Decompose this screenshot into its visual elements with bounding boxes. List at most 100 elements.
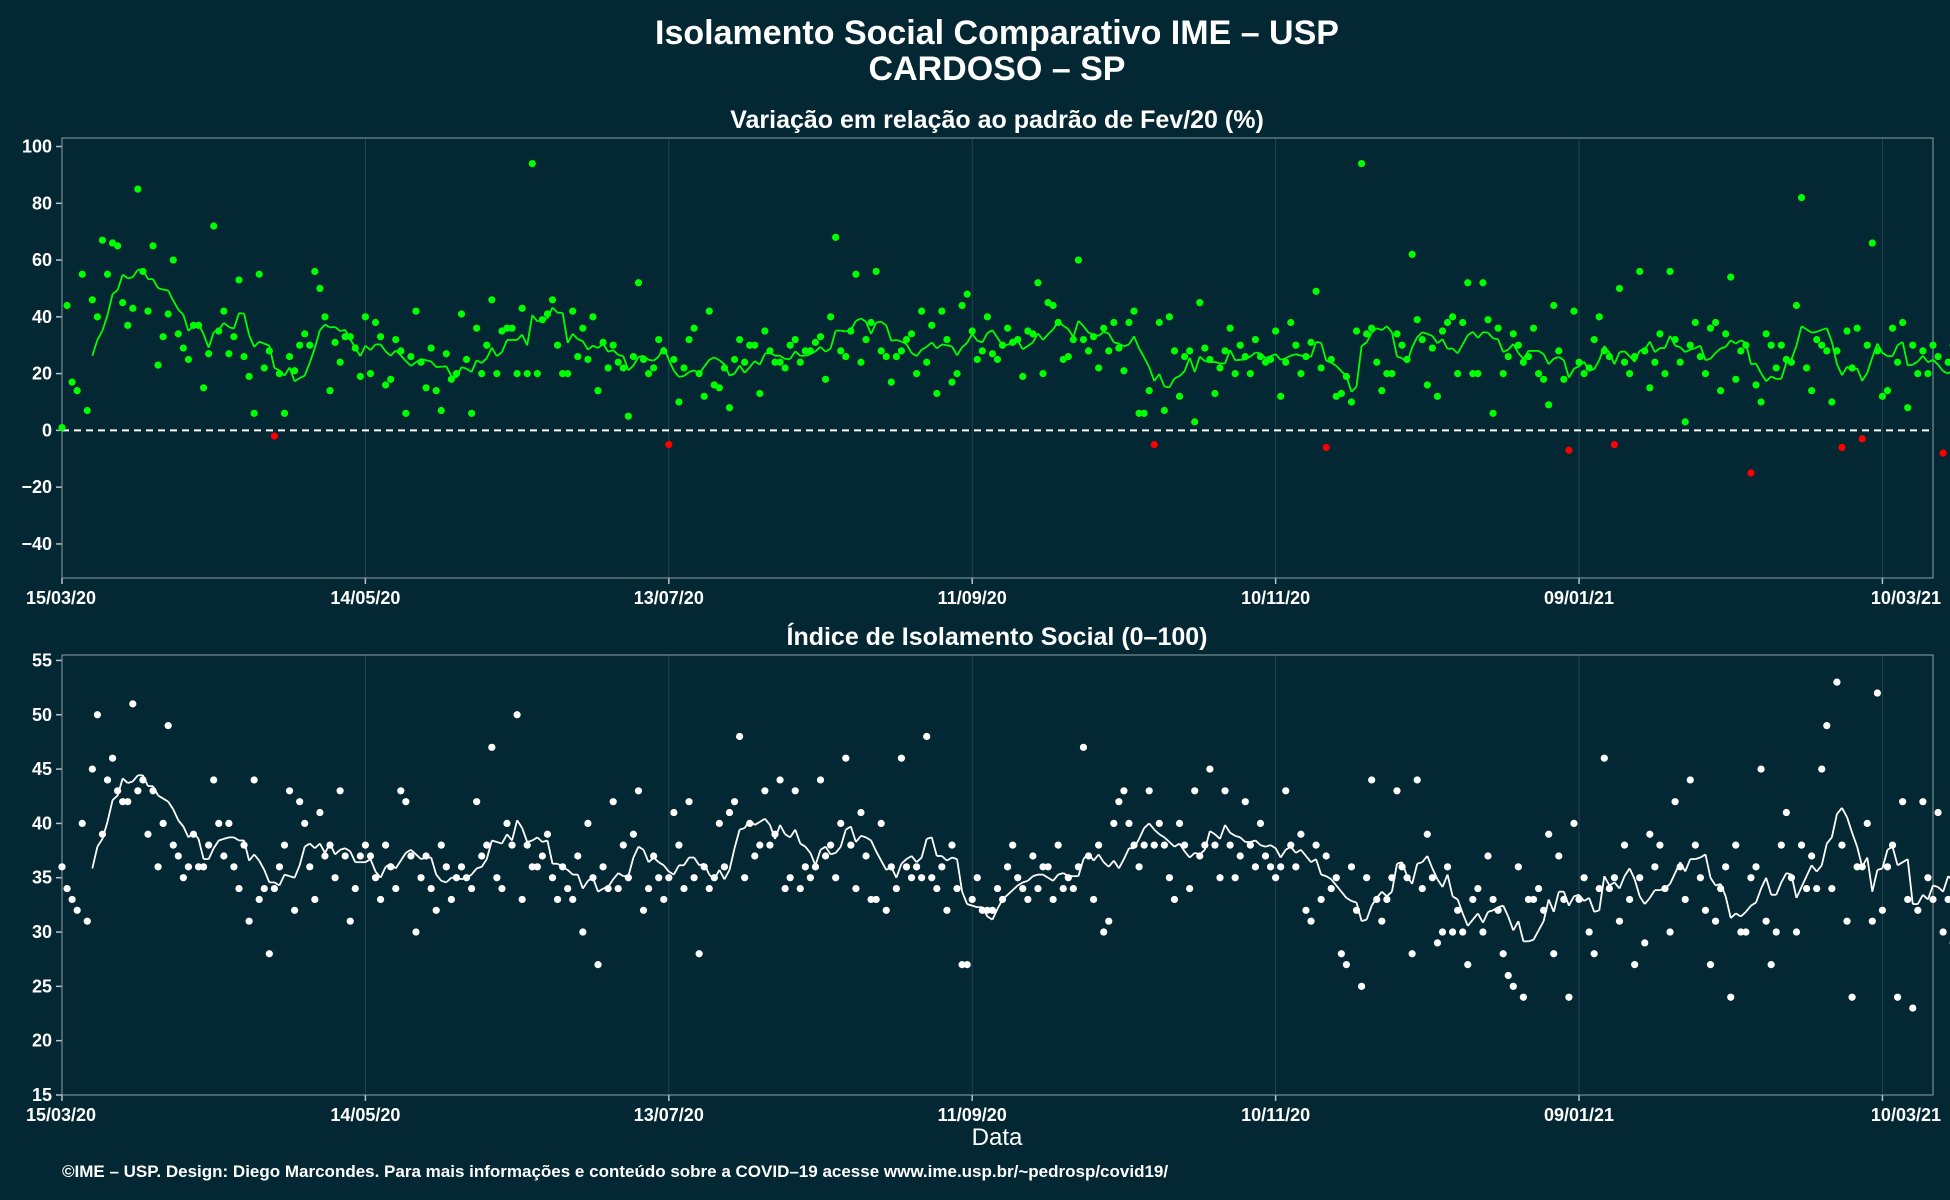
data-point [923,732,931,741]
moving-average-segment [1128,335,1135,345]
data-point [1560,375,1568,383]
data-point [1474,884,1482,893]
moving-average-segment [1295,849,1302,854]
moving-average-segment [1381,891,1388,898]
data-point [1631,961,1639,969]
moving-average-segment [1805,864,1813,877]
data-point [1216,364,1224,372]
moving-average-segment [956,346,963,356]
moving-average-segment [1714,347,1722,354]
data-point [483,341,491,349]
data-point [594,961,602,969]
data-point [1696,874,1704,882]
data-point [174,330,182,338]
data-point [1646,384,1654,392]
y-tick-label: 25 [32,976,52,996]
moving-average-segment [182,314,190,332]
data-point [584,355,592,364]
data-point [1555,347,1563,355]
data-point [1873,347,1881,355]
moving-average-segment [394,860,402,869]
data-point [1615,284,1624,293]
data-point [1100,324,1108,332]
data-point [1651,863,1659,871]
data-point [1211,841,1219,849]
data-point [1342,372,1351,381]
data-point [953,884,961,893]
moving-average-segment [1704,854,1712,878]
data-point [1292,863,1300,871]
data-point [235,276,243,284]
data-point [619,841,627,849]
moving-average-segment [1568,895,1575,907]
data-point [837,347,845,355]
moving-average-segment [961,342,968,348]
moving-average-segment [1638,895,1646,905]
data-point [1823,722,1831,730]
moving-average-segment [480,858,488,868]
moving-average-segment [1254,839,1262,846]
data-point [1418,884,1426,893]
moving-average-segment [1446,874,1454,897]
data-point [548,874,557,882]
moving-average-segment [1310,858,1317,863]
data-point [1196,852,1204,860]
data-point [1808,852,1816,860]
data-point [1666,928,1674,936]
bottom-panel: 15/03/20 14/05/20 13/07/20 11/09/20 10/11/20… [26,650,1950,1125]
data-point [154,361,162,369]
data-point [503,819,511,827]
moving-average-segment [314,842,321,849]
data-point [1044,863,1052,871]
data-point [1125,819,1133,827]
data-point [1590,335,1598,344]
moving-average-segment [658,861,665,867]
x-tick-label: 13/07/20 [634,1105,704,1125]
data-point [1585,364,1593,372]
data-point [553,895,562,904]
data-point [478,370,486,378]
data-point [928,874,936,882]
data-point [1656,330,1664,338]
data-point [331,874,339,882]
data-point [417,358,425,366]
data-point [660,347,668,355]
moving-average-segment [1836,807,1843,815]
data-point [948,841,956,849]
moving-average-segment [683,857,690,866]
moving-average-segment [1032,333,1039,343]
panel-border [61,137,1934,579]
moving-average-segment [1512,920,1520,931]
data-point [1191,418,1199,426]
data-point [1858,863,1866,871]
moving-average-segment [1492,337,1499,341]
moving-average-segment [1801,325,1808,331]
moving-average-segment [779,355,786,360]
data-point [923,358,931,366]
moving-average-segment [400,852,407,862]
data-point [1069,335,1077,344]
data-point [1883,387,1892,395]
data-point [1120,787,1128,795]
data-point [1540,906,1548,914]
data-point [948,378,956,386]
data-point [1175,819,1184,827]
data-point [1438,327,1447,335]
moving-average-segment [1699,345,1707,361]
moving-average-segment [617,872,624,877]
moving-average-segment [1745,905,1752,913]
moving-average-segment [531,836,538,842]
data-point [275,370,284,378]
moving-average-segment [915,856,923,863]
moving-average-segment [1330,361,1337,367]
moving-average-segment [1724,339,1732,348]
moving-average-segment [880,860,888,871]
data-point [1317,895,1325,904]
data-point [1605,352,1613,361]
data-point [609,341,617,349]
moving-average-segment [1562,359,1570,378]
moving-average-segment [789,829,796,838]
data-point [1337,389,1345,398]
moving-average-segment [1174,375,1180,380]
data-point [1711,318,1720,327]
